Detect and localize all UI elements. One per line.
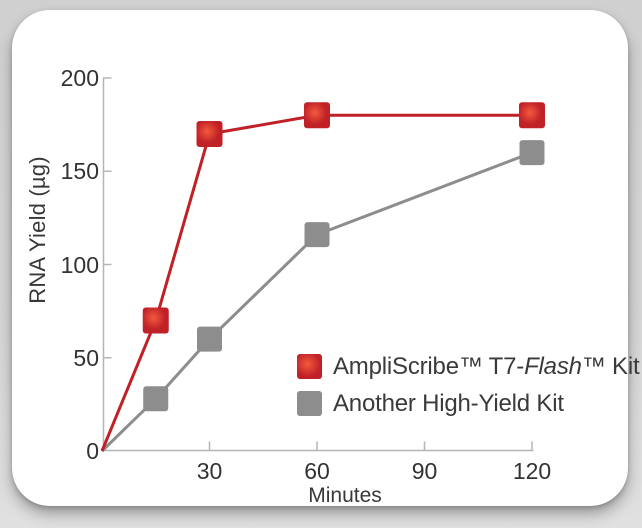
data-point-marker xyxy=(196,120,223,147)
y-tick-label: 200 xyxy=(60,65,99,91)
x-tick-label: 90 xyxy=(411,458,438,484)
x-tick-label: 30 xyxy=(196,458,223,484)
legend-label: AmpliScribe™ T7-Flash™ Kit xyxy=(333,352,640,381)
legend-label-part: ™ Kit xyxy=(581,352,640,380)
x-tick-label: 60 xyxy=(304,458,330,484)
y-tick-label: 150 xyxy=(60,158,99,185)
data-point-marker xyxy=(519,102,545,129)
legend-label: Another High-Yield Kit xyxy=(333,390,564,418)
legend-label-italic-part: Flash xyxy=(524,352,582,380)
y-tick-label: 100 xyxy=(60,251,99,278)
y-tick-label: 50 xyxy=(73,344,99,371)
legend-swatch-gray xyxy=(297,391,322,416)
data-point-marker xyxy=(304,222,330,248)
legend-label-part: Another High-Yield Kit xyxy=(333,389,564,417)
data-point-marker xyxy=(519,140,545,166)
legend-swatch-red xyxy=(297,354,322,379)
y-tick-label: 0 xyxy=(86,438,99,464)
legend-item: Another High-Yield Kit xyxy=(297,390,639,418)
data-point-marker xyxy=(304,102,330,129)
data-point-marker xyxy=(197,326,222,352)
x-axis-title: Minutes xyxy=(308,484,382,507)
data-point-marker xyxy=(143,386,169,412)
legend-label-part: AmpliScribe™ T7- xyxy=(333,352,525,380)
legend-item: AmpliScribe™ T7-Flash™ Kit xyxy=(297,352,640,381)
data-point-marker xyxy=(142,307,169,334)
chart-legend: AmpliScribe™ T7-Flash™ Kit Another High-Y… xyxy=(297,352,640,428)
x-tick-label: 120 xyxy=(512,458,552,484)
